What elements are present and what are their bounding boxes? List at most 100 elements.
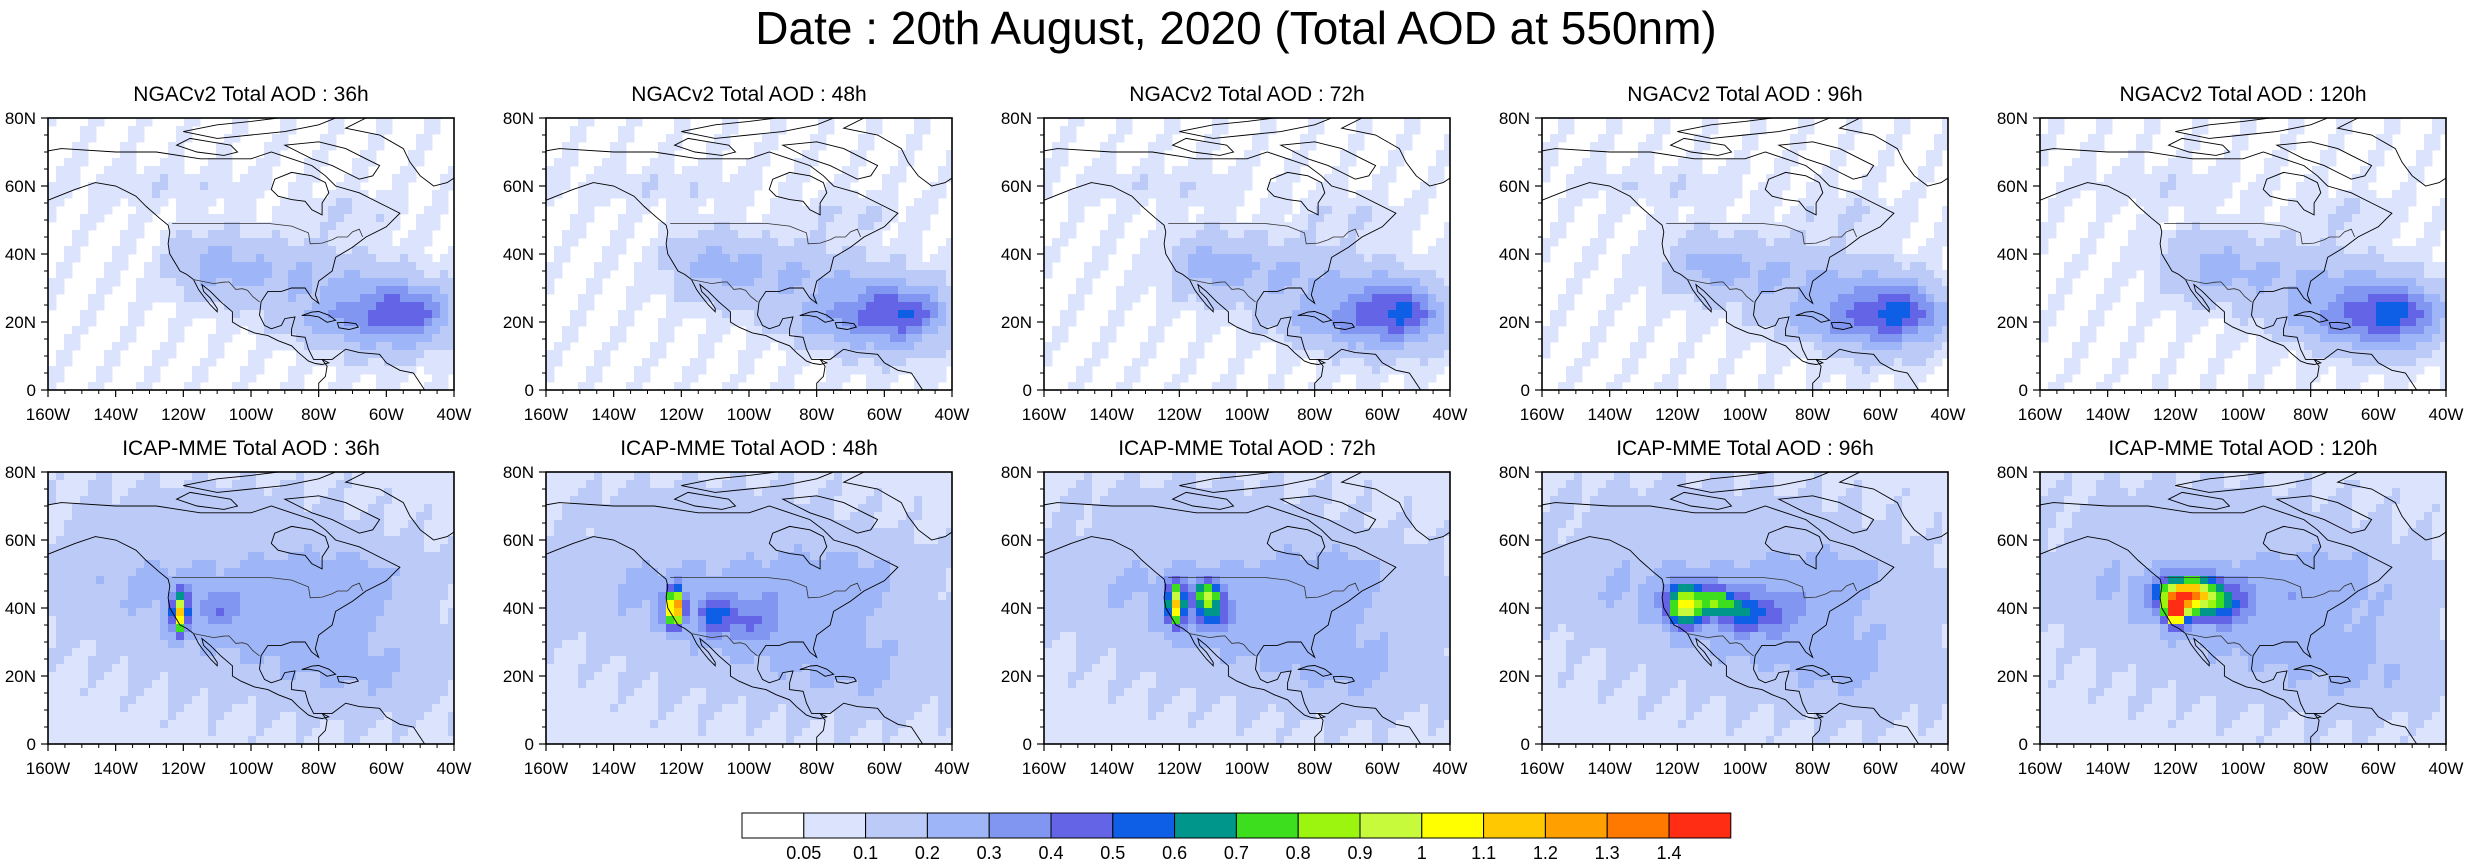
lat-tick-label: 0 <box>1023 735 1032 754</box>
lon-tick-label: 120W <box>659 759 703 778</box>
lat-tick-label: 80N <box>1997 109 2028 128</box>
lat-tick-label: 60N <box>1001 531 1032 550</box>
aod-field <box>2013 462 2472 748</box>
lon-tick-label: 160W <box>1520 405 1564 424</box>
lat-tick-label: 20N <box>1499 667 1530 686</box>
lat-tick-label: 20N <box>503 313 534 332</box>
lat-tick-label: 60N <box>5 531 36 550</box>
lon-tick-label: 40W <box>1931 405 1966 424</box>
colorbar-label: 1.1 <box>1471 843 1496 862</box>
lon-tick-label: 120W <box>659 405 703 424</box>
lat-tick-label: 20N <box>1001 667 1032 686</box>
colorbar-swatch <box>927 813 989 838</box>
lat-tick-label: 0 <box>27 381 36 400</box>
lon-tick-label: 100W <box>229 759 273 778</box>
aod-field <box>21 462 522 748</box>
lat-tick-label: 40N <box>503 245 534 264</box>
colorbar-swatch <box>1175 813 1237 838</box>
lon-tick-label: 80W <box>1795 405 1830 424</box>
lat-tick-label: 40N <box>1001 599 1032 618</box>
lon-tick-label: 140W <box>2085 759 2129 778</box>
aod-field <box>519 462 1020 748</box>
panel-title: NGACv2 Total AOD : 48h <box>546 82 952 108</box>
lat-tick-label: 80N <box>5 463 36 482</box>
lon-tick-label: 140W <box>93 405 137 424</box>
colorbar-swatch <box>742 813 804 838</box>
lat-tick-label: 60N <box>5 177 36 196</box>
lon-tick-label: 120W <box>161 405 205 424</box>
lon-tick-label: 160W <box>26 405 70 424</box>
colorbar-swatch <box>989 813 1051 838</box>
lat-tick-label: 20N <box>1001 313 1032 332</box>
lon-tick-label: 120W <box>161 759 205 778</box>
lat-tick-label: 80N <box>1997 463 2028 482</box>
lat-tick-label: 20N <box>5 313 36 332</box>
colorbar-label: 0.8 <box>1286 843 1311 862</box>
colorbar-swatch <box>1113 813 1175 838</box>
lat-tick-label: 0 <box>1023 381 1032 400</box>
panel-title: NGACv2 Total AOD : 96h <box>1542 82 1948 108</box>
colorbar-swatch <box>1669 813 1731 838</box>
lon-tick-label: 100W <box>727 759 771 778</box>
lon-tick-label: 160W <box>2018 405 2062 424</box>
lat-tick-label: 40N <box>5 599 36 618</box>
colorbar-label: 0.1 <box>853 843 878 862</box>
lat-tick-label: 40N <box>1997 245 2028 264</box>
lon-tick-label: 40W <box>935 759 970 778</box>
lon-tick-label: 80W <box>301 759 336 778</box>
lon-tick-label: 40W <box>1433 405 1468 424</box>
lat-tick-label: 60N <box>1997 177 2028 196</box>
lon-tick-label: 80W <box>1297 759 1332 778</box>
aod-field <box>21 108 522 394</box>
lat-tick-label: 60N <box>1997 531 2028 550</box>
lon-tick-label: 120W <box>1655 759 1699 778</box>
panel-title: ICAP-MME Total AOD : 48h <box>546 436 952 462</box>
lat-tick-label: 40N <box>1001 245 1032 264</box>
lon-tick-label: 60W <box>1863 405 1898 424</box>
colorbar-label: 0.2 <box>915 843 940 862</box>
lon-tick-label: 60W <box>867 759 902 778</box>
colorbar-swatch <box>1607 813 1669 838</box>
aod-field <box>2013 108 2472 394</box>
lon-tick-label: 160W <box>26 759 70 778</box>
colorbar-label: 0.4 <box>1038 843 1063 862</box>
lon-tick-label: 100W <box>1225 759 1269 778</box>
lon-tick-label: 40W <box>1931 759 1966 778</box>
lon-tick-label: 80W <box>799 405 834 424</box>
lon-tick-label: 140W <box>1089 405 1133 424</box>
lon-tick-label: 100W <box>1225 405 1269 424</box>
colorbar-label: 0.05 <box>786 843 821 862</box>
lat-tick-label: 80N <box>1499 109 1530 128</box>
figure-title: Date : 20th August, 2020 (Total AOD at 5… <box>0 0 2472 56</box>
lon-tick-label: 80W <box>1297 405 1332 424</box>
lon-tick-label: 60W <box>1365 759 1400 778</box>
lon-tick-label: 60W <box>2361 759 2396 778</box>
lat-tick-label: 0 <box>27 735 36 754</box>
lat-tick-label: 80N <box>1499 463 1530 482</box>
colorbar-swatch <box>804 813 866 838</box>
colorbar-label: 1.4 <box>1656 843 1681 862</box>
lon-tick-label: 160W <box>2018 759 2062 778</box>
lon-tick-label: 160W <box>1022 405 1066 424</box>
lat-tick-label: 0 <box>2019 381 2028 400</box>
colorbar-label: 0.9 <box>1347 843 1372 862</box>
colorbar-swatch <box>1360 813 1422 838</box>
lon-tick-label: 140W <box>1089 759 1133 778</box>
panel-title: ICAP-MME Total AOD : 36h <box>48 436 454 462</box>
colorbar-swatch <box>1484 813 1546 838</box>
